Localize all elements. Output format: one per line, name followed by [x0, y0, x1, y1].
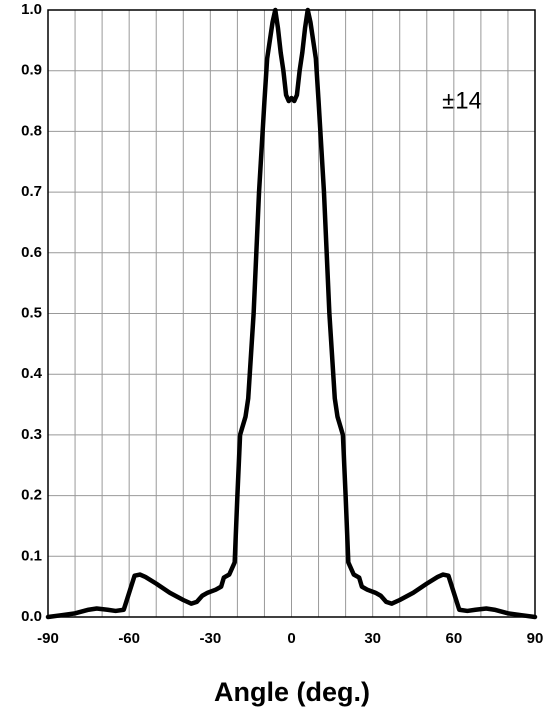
y-tick-label: 0.0 [21, 608, 42, 625]
y-tick-label: 0.1 [21, 547, 42, 564]
x-tick-label: 30 [364, 630, 381, 647]
x-tick-label: 90 [527, 630, 544, 647]
y-tick-label: 0.8 [21, 122, 42, 139]
line-series [45, 7, 538, 620]
x-tick-label: -90 [37, 630, 59, 647]
y-tick-label: 0.5 [21, 304, 42, 321]
y-tick-label: 0.4 [21, 365, 43, 382]
x-axis-label: Angle (deg.) [214, 677, 370, 707]
x-tick-label: 0 [287, 630, 295, 647]
x-tick-label: -60 [118, 630, 140, 647]
annotation: ±14 [442, 87, 482, 114]
y-tick-label: 0.6 [21, 244, 42, 261]
y-tick-label: 1.0 [21, 1, 42, 18]
y-tick-label: 0.7 [21, 183, 42, 200]
x-tick-label: 60 [445, 630, 462, 647]
x-tick-label: -30 [199, 630, 221, 647]
y-tick-label: 0.9 [21, 62, 42, 79]
plot-frame [47, 9, 536, 618]
y-tick-label: 0.2 [21, 487, 42, 504]
y-tick-label: 0.3 [21, 426, 42, 443]
